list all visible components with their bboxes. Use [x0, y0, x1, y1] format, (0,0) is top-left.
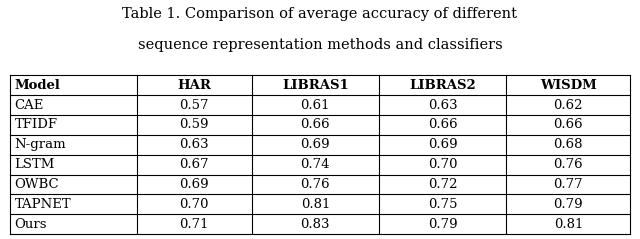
Text: LIBRAS1: LIBRAS1	[282, 79, 349, 92]
Text: N-gram: N-gram	[15, 138, 67, 151]
Text: 0.69: 0.69	[179, 178, 209, 191]
Text: 0.63: 0.63	[428, 98, 458, 112]
Text: 0.66: 0.66	[554, 119, 583, 131]
Text: 0.83: 0.83	[301, 218, 330, 231]
Text: 0.70: 0.70	[428, 158, 458, 171]
Text: 0.67: 0.67	[179, 158, 209, 171]
Text: 0.76: 0.76	[554, 158, 583, 171]
Text: 0.69: 0.69	[428, 138, 458, 151]
Text: 0.66: 0.66	[301, 119, 330, 131]
Text: CAE: CAE	[15, 98, 44, 112]
Text: HAR: HAR	[177, 79, 211, 92]
Text: 0.59: 0.59	[180, 119, 209, 131]
Text: 0.68: 0.68	[554, 138, 583, 151]
Text: 0.66: 0.66	[428, 119, 458, 131]
Text: Ours: Ours	[15, 218, 47, 231]
Text: 0.81: 0.81	[554, 218, 583, 231]
Text: Model: Model	[15, 79, 61, 92]
Text: WISDM: WISDM	[540, 79, 596, 92]
Text: 0.79: 0.79	[554, 198, 583, 211]
Text: sequence representation methods and classifiers: sequence representation methods and clas…	[138, 38, 502, 52]
Text: 0.76: 0.76	[301, 178, 330, 191]
Text: 0.71: 0.71	[180, 218, 209, 231]
Text: 0.77: 0.77	[554, 178, 583, 191]
Text: 0.63: 0.63	[179, 138, 209, 151]
Text: LIBRAS2: LIBRAS2	[409, 79, 476, 92]
Text: TAPNET: TAPNET	[15, 198, 71, 211]
Text: 0.74: 0.74	[301, 158, 330, 171]
Text: 0.62: 0.62	[554, 98, 583, 112]
Text: OWBC: OWBC	[15, 178, 60, 191]
Text: 0.57: 0.57	[180, 98, 209, 112]
Text: 0.72: 0.72	[428, 178, 458, 191]
Text: 0.75: 0.75	[428, 198, 458, 211]
Text: 0.61: 0.61	[301, 98, 330, 112]
Text: Table 1. Comparison of average accuracy of different: Table 1. Comparison of average accuracy …	[122, 7, 518, 21]
Text: 0.70: 0.70	[180, 198, 209, 211]
Text: 0.79: 0.79	[428, 218, 458, 231]
Text: 0.69: 0.69	[301, 138, 330, 151]
Text: LSTM: LSTM	[15, 158, 55, 171]
Text: 0.81: 0.81	[301, 198, 330, 211]
Text: TFIDF: TFIDF	[15, 119, 58, 131]
